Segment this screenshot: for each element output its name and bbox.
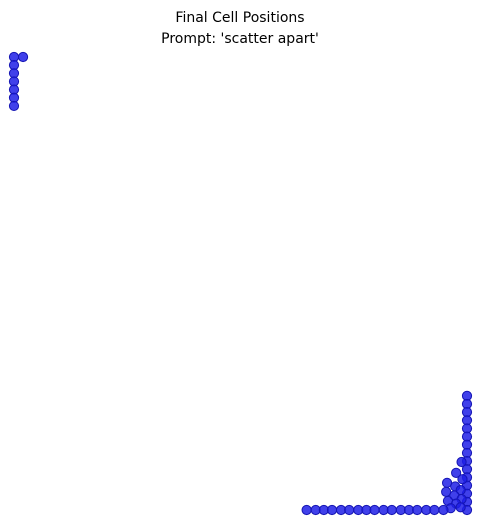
cell-point-52 <box>438 504 449 516</box>
cell-point-34 <box>455 502 466 513</box>
cell-point-41 <box>344 504 355 516</box>
cell-point-49 <box>412 504 423 516</box>
cell-point-7 <box>8 100 20 112</box>
cell-point-36 <box>301 504 312 516</box>
cell-point-23 <box>456 456 467 468</box>
cell-point-46 <box>386 504 397 516</box>
cell-point-24 <box>451 467 462 478</box>
cell-point-25 <box>457 474 468 485</box>
cell-point-39 <box>326 504 338 516</box>
cell-point-1 <box>17 51 29 63</box>
cell-point-44 <box>369 504 380 516</box>
chart-title: Final Cell Positions <box>175 10 304 26</box>
points-layer <box>8 51 473 516</box>
chart-subtitle: Prompt: 'scatter apart' <box>161 31 319 47</box>
cell-point-51 <box>429 504 440 516</box>
